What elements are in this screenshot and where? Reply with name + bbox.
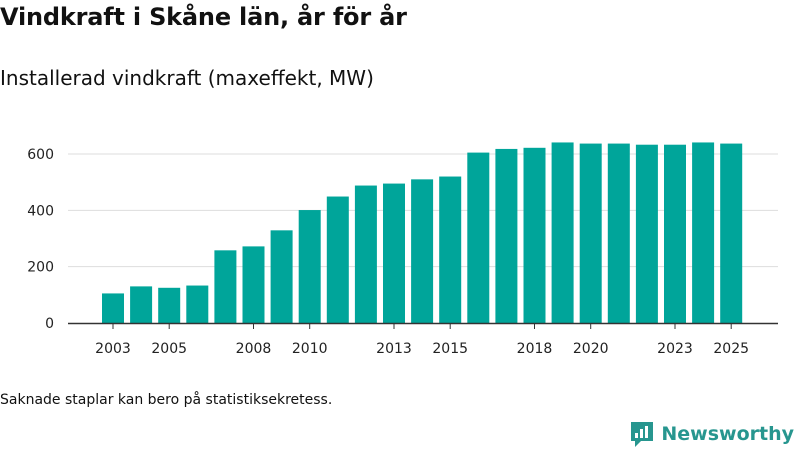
x-tick-label: 2023 [657,341,693,357]
bar-2012 [354,185,377,323]
x-tick-label: 2020 [573,341,609,357]
bar-2025 [720,143,743,323]
bar-2016 [467,152,490,323]
brand-name: Newsworthy [661,423,794,445]
bar-2014 [411,179,434,323]
y-tick-label: 400 [27,203,54,219]
brand-logo: Newsworthy [629,420,794,448]
bar-2018 [523,147,546,323]
bar-2024 [692,142,715,323]
bar-2019 [551,142,574,323]
bar-2005 [158,287,181,323]
x-tick-label: 2018 [517,341,553,357]
bar-2007 [214,250,237,323]
y-tick-label: 0 [45,316,54,332]
x-tick-label: 2008 [236,341,272,357]
bar-2003 [102,293,124,323]
x-tick-labels: 2003 2005 2008 2010 2013 2015 2018 2020 2023 2025 [95,341,749,357]
y-axis: 0 200 400 600 [27,147,54,332]
x-tick-label: 2003 [95,341,131,357]
bar-2006 [186,285,209,323]
bar-2023 [664,144,686,323]
x-tick-label: 2005 [151,341,187,357]
bar-2015 [439,176,462,323]
chart-title: Vindkraft i Skåne län, år för år [0,3,407,31]
bar-2020 [579,143,602,323]
x-axis [68,322,778,329]
bar-2011 [326,196,349,323]
y-tick-label: 600 [27,147,54,163]
x-tick-label: 2013 [376,341,412,357]
y-tick-label: 200 [27,260,54,276]
bar-2017 [495,148,518,323]
x-tick-label: 2015 [432,341,468,357]
chart-subtitle: Installerad vindkraft (maxeffekt, MW) [0,66,374,90]
bar-2008 [242,246,265,323]
bar-2013 [383,183,405,323]
footnote: Saknade staplar kan bero på statistiksek… [0,392,333,408]
bar-2004 [130,286,153,323]
bar-2021 [607,143,630,323]
bar-2022 [635,144,658,323]
newsworthy-logo-icon [631,422,654,447]
x-tick-label: 2010 [292,341,328,357]
bar-2010 [298,210,321,323]
bar-2009 [270,230,293,323]
bars [102,142,743,323]
x-tick-label: 2025 [713,341,749,357]
